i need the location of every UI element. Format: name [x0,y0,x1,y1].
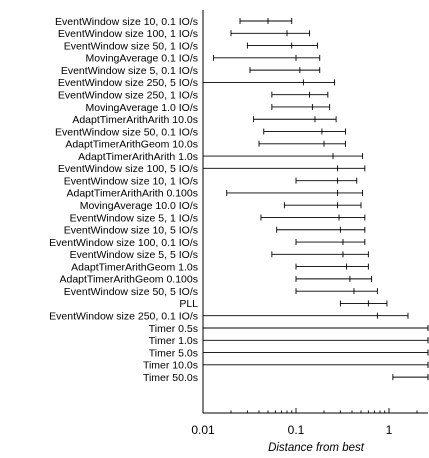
row-label: PLL [179,298,198,310]
row-label: EventWindow size 10, 5 IO/s [64,225,198,237]
row-label: EventWindow size 100, 5 IO/s [58,163,198,175]
row-label: EventWindow size 50, 0.1 IO/s [55,126,198,138]
row-label: EventWindow size 10, 1 IO/s [64,175,198,187]
interval-row: Timer 1.0s [149,335,429,347]
interval-row: MovingAverage 10.0 IO/s [80,200,362,212]
row-label: AdaptTimerArithArith 1.0s [78,151,198,163]
interval-row: EventWindow size 100, 1 IO/s [58,28,311,40]
row-label: EventWindow size 10, 0.1 IO/s [55,16,198,28]
row-label: AdaptTimerArithGeom 10.0s [65,139,198,151]
row-label: EventWindow size 5, 1 IO/s [70,212,198,224]
x-tick-label: 0.01 [191,423,215,437]
interval-row: EventWindow size 250, 1 IO/s [58,89,329,101]
row-label: AdaptTimerArithArith 10.0s [72,114,198,126]
row-label: EventWindow size 100, 1 IO/s [58,28,198,40]
row-label: EventWindow size 100, 0.1 IO/s [49,237,198,249]
interval-row: MovingAverage 0.1 IO/s [86,53,321,65]
row-label: EventWindow size 250, 5 IO/s [58,77,198,89]
interval-row: EventWindow size 50, 0.1 IO/s [55,126,346,138]
interval-row: EventWindow size 250, 5 IO/s [58,77,336,89]
row-label: EventWindow size 50, 1 IO/s [64,40,198,52]
row-label: AdaptTimerArithGeom 1.0s [71,261,198,273]
x-tick-label: 1 [386,423,393,437]
row-label: MovingAverage 10.0 IO/s [80,200,198,212]
row-label: AdaptTimerArithGeom 0.100s [59,274,198,286]
row-label: EventWindow size 5, 0.1 IO/s [61,65,198,77]
interval-row: AdaptTimerArithGeom 10.0s [65,139,346,151]
x-axis-title: Distance from best [268,442,365,454]
row-label: EventWindow size 250, 0.1 IO/s [49,311,198,323]
row-label: Timer 10.0s [143,360,198,372]
interval-row: AdaptTimerArithArith 1.0s [78,151,364,163]
interval-row: Timer 50.0s [143,372,429,384]
row-label: MovingAverage 1.0 IO/s [86,102,198,114]
interval-row: EventWindow size 250, 0.1 IO/s [49,311,409,323]
interval-row: AdaptTimerArithArith 10.0s [72,114,337,126]
interval-row: AdaptTimerArithGeom 1.0s [71,261,369,273]
interval-row: EventWindow size 5, 0.1 IO/s [61,65,321,77]
interval-row: PLL [179,298,388,310]
chart-rows: EventWindow size 10, 0.1 IO/sEventWindow… [49,16,429,384]
interval-row: EventWindow size 10, 5 IO/s [64,225,366,237]
row-label: AdaptTimerArithArith 0.100s [66,188,198,200]
interval-row: EventWindow size 5, 1 IO/s [70,212,366,224]
row-label: EventWindow size 5, 5 IO/s [70,249,198,261]
interval-row: EventWindow size 10, 0.1 IO/s [55,16,293,28]
interval-row: EventWindow size 5, 5 IO/s [70,249,369,261]
interval-row: EventWindow size 50, 1 IO/s [64,40,318,52]
row-label: Timer 1.0s [149,335,198,347]
interval-row: EventWindow size 10, 1 IO/s [64,175,358,187]
row-label: EventWindow size 250, 1 IO/s [58,89,198,101]
row-label: Timer 50.0s [143,372,198,384]
interval-row: EventWindow size 100, 5 IO/s [58,163,366,175]
interval-row: AdaptTimerArithGeom 0.100s [59,274,373,286]
interval-row: EventWindow size 100, 0.1 IO/s [49,237,366,249]
interval-row: MovingAverage 1.0 IO/s [86,102,331,114]
interval-row: Timer 0.5s [149,323,429,335]
row-label: Timer 0.5s [149,323,198,335]
interval-row: Timer 5.0s [149,347,429,359]
row-label: MovingAverage 0.1 IO/s [86,53,198,65]
interval-row: EventWindow size 50, 5 IO/s [64,286,378,298]
x-axis-ticks: 0.010.1110 [191,408,418,437]
row-label: Timer 5.0s [149,347,198,359]
interval-row: AdaptTimerArithArith 0.100s [66,188,364,200]
interval-row: Timer 10.0s [143,360,429,372]
x-tick-label: 0.1 [288,423,305,437]
row-label: EventWindow size 50, 5 IO/s [64,286,198,298]
